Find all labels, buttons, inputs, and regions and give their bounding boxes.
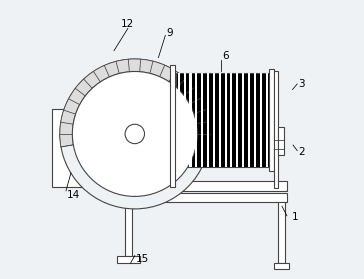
Bar [195, 73, 197, 167]
Bar [269, 69, 274, 171]
Bar [230, 73, 233, 167]
Bar [104, 193, 288, 202]
Bar [274, 71, 278, 188]
Text: 1: 1 [292, 212, 298, 222]
Bar [207, 73, 209, 167]
Text: 9: 9 [167, 28, 173, 38]
Bar [242, 73, 244, 167]
Bar [265, 73, 268, 167]
Bar [190, 73, 191, 167]
Text: 6: 6 [222, 51, 229, 61]
Bar [178, 73, 180, 167]
Circle shape [72, 71, 197, 196]
Bar [260, 73, 262, 167]
Bar [278, 127, 284, 155]
Bar [248, 73, 250, 167]
Text: 12: 12 [121, 19, 134, 29]
Bar [170, 64, 174, 187]
Circle shape [60, 59, 210, 209]
Bar [274, 263, 289, 270]
Bar [201, 73, 203, 167]
Bar [125, 202, 132, 256]
Bar [117, 256, 141, 263]
Bar [225, 73, 227, 167]
Wedge shape [60, 59, 210, 147]
Bar [104, 181, 288, 191]
Bar [213, 73, 215, 167]
Text: 2: 2 [298, 147, 305, 157]
Text: 15: 15 [136, 254, 150, 264]
Circle shape [125, 124, 145, 144]
Bar [278, 202, 285, 263]
Bar [254, 73, 256, 167]
Bar [236, 73, 238, 167]
Bar [219, 73, 221, 167]
Text: 14: 14 [67, 190, 80, 200]
Text: 11: 11 [153, 167, 166, 176]
Bar [184, 73, 186, 167]
Bar [52, 109, 110, 187]
Text: 3: 3 [298, 79, 305, 89]
Bar [176, 73, 269, 167]
